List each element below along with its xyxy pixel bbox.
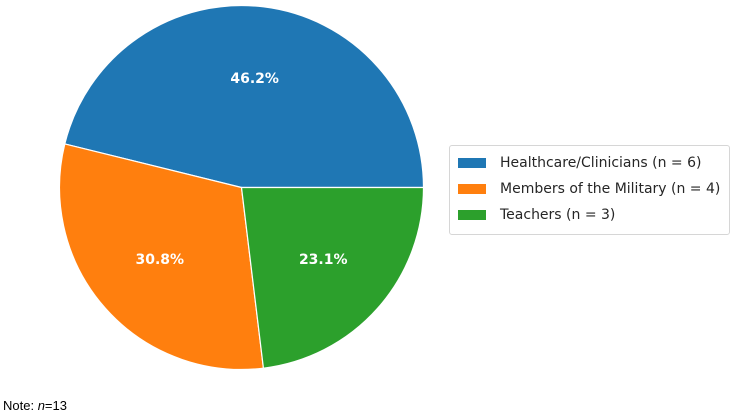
note-variable: n [37, 398, 45, 413]
legend-swatch [458, 158, 486, 168]
legend-label: Healthcare/Clinicians (n = 6) [500, 155, 702, 171]
slice-percent-label: 46.2% [230, 71, 279, 87]
legend-item: Teachers (n = 3) [458, 202, 720, 228]
slice-percent-label: 23.1% [299, 252, 348, 268]
legend-swatch [458, 210, 486, 220]
legend-label: Teachers (n = 3) [500, 207, 616, 223]
legend-label: Members of the Military (n = 4) [500, 181, 721, 197]
note-prefix: Note: [3, 398, 38, 413]
slice-percent-label: 30.8% [135, 252, 184, 268]
note: Note: n=13 [3, 398, 67, 413]
legend: Healthcare/Clinicians (n = 6) Members of… [449, 145, 731, 235]
legend-swatch [458, 184, 486, 194]
pie-slice [58, 143, 265, 371]
legend-item: Members of the Military (n = 4) [458, 176, 720, 202]
legend-item: Healthcare/Clinicians (n = 6) [458, 150, 720, 176]
note-suffix: =13 [44, 398, 67, 413]
pie-slice [240, 186, 425, 369]
pie-slice [64, 4, 425, 189]
